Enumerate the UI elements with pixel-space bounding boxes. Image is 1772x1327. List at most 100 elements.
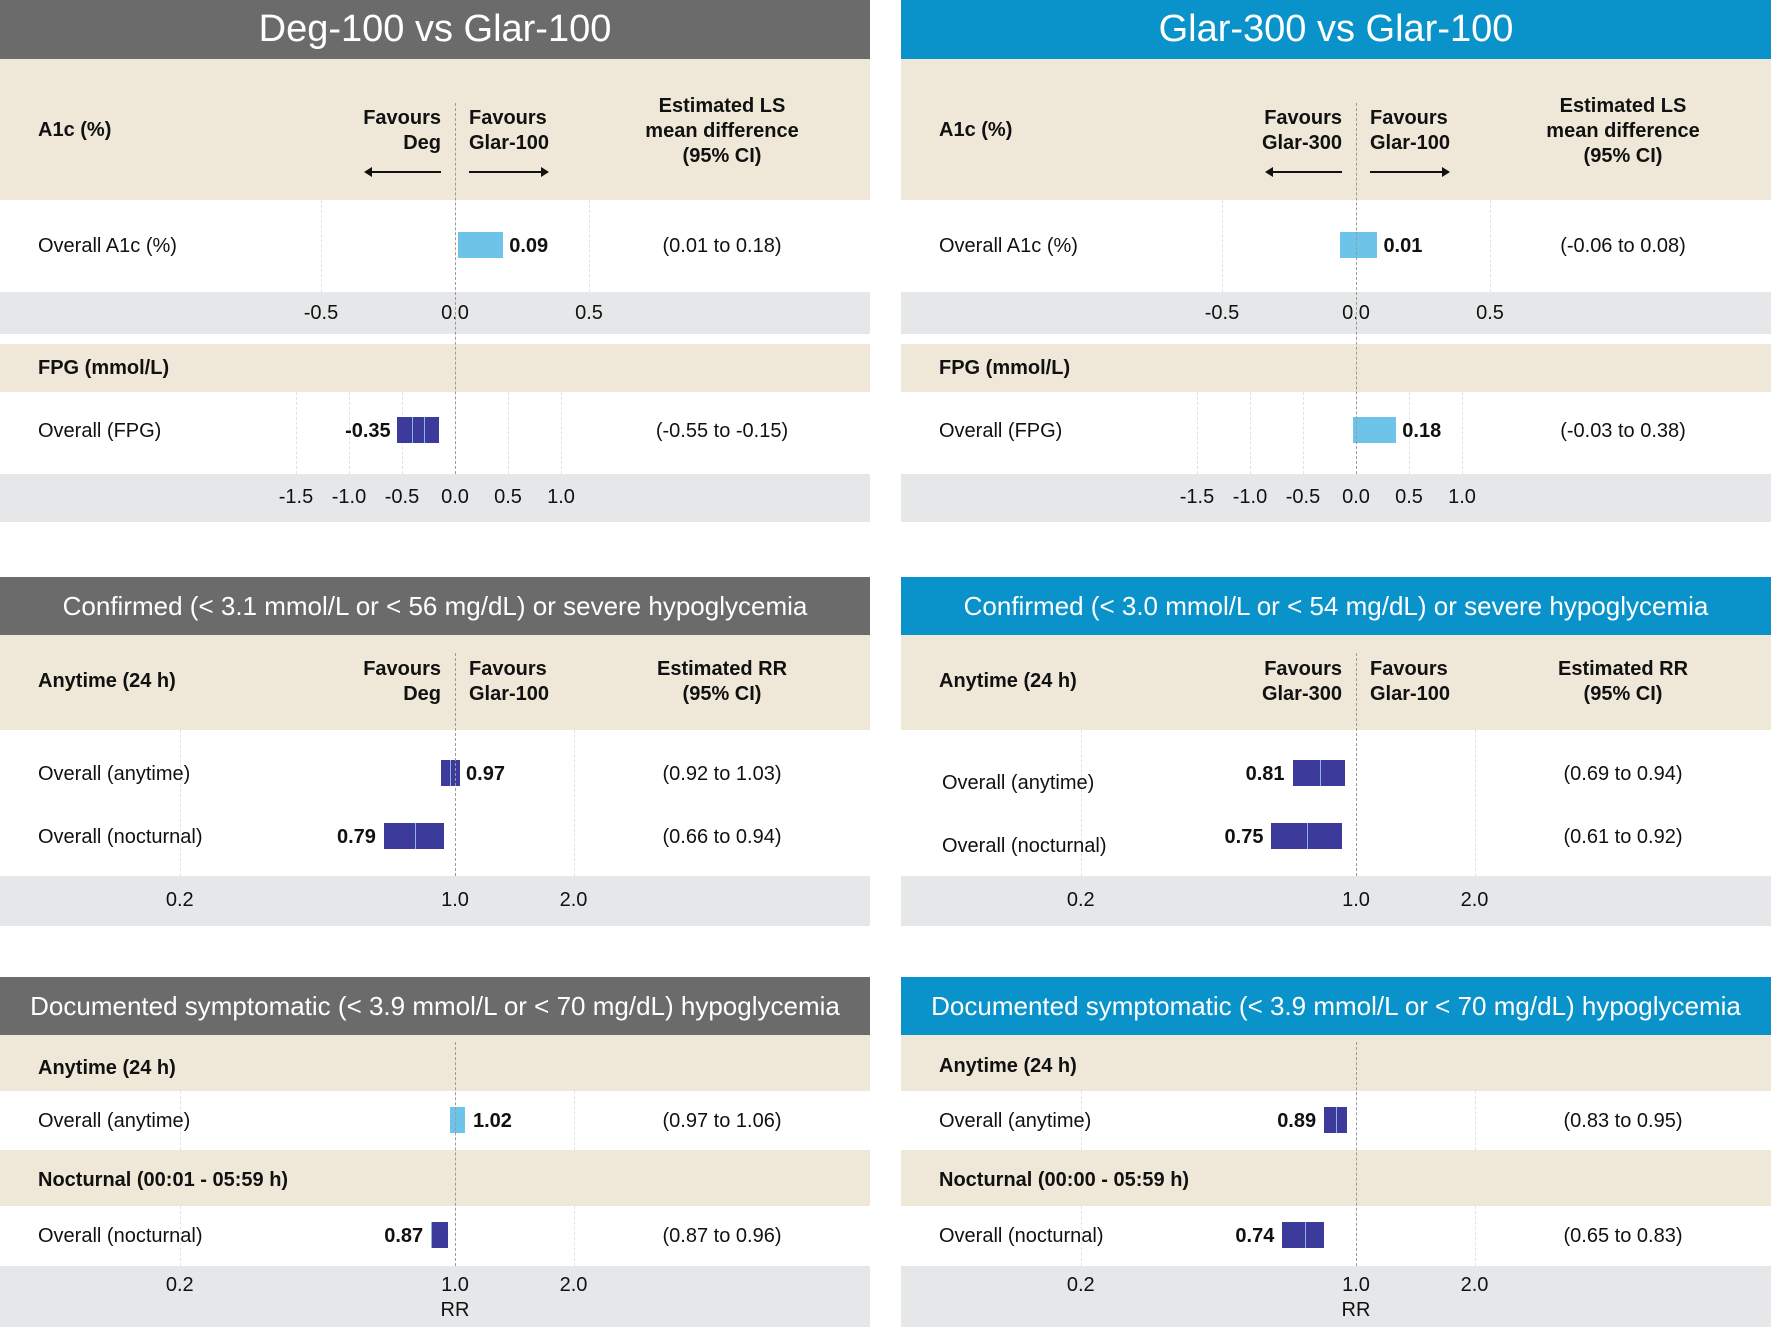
- anytime-section-label: Anytime (24 h): [939, 1055, 1077, 1077]
- fpg-section-label: FPG (mmol/L): [38, 357, 170, 379]
- estimate-header-line1: Estimated LS: [1559, 95, 1687, 117]
- favours-left-line1: Favours: [363, 107, 441, 129]
- favours-right-line1: Favours: [469, 658, 547, 680]
- axis-tick-label: 1.0: [547, 486, 575, 508]
- a1c-section-label: A1c (%): [38, 119, 112, 141]
- documented-hypoglycemia-title: Documented symptomatic (< 3.9 mmol/L or …: [901, 977, 1771, 1035]
- axis-tick-label: -1.5: [1179, 486, 1215, 508]
- gridline: [349, 392, 350, 474]
- axis-tick-label: -1.0: [331, 486, 367, 508]
- ci-text: (0.01 to 0.18): [662, 235, 782, 257]
- axis-tick-label: 0.2: [1066, 889, 1095, 911]
- favours-right-line1: Favours: [1370, 107, 1448, 129]
- value-label: 0.74: [1235, 1225, 1275, 1247]
- documented-hypoglycemia-title: Documented symptomatic (< 3.9 mmol/L or …: [0, 977, 870, 1035]
- gridline: [1474, 1206, 1476, 1266]
- row-label: Overall (nocturnal): [942, 835, 1107, 857]
- gridline: [573, 1091, 575, 1150]
- value-label: 0.79: [337, 826, 376, 848]
- axis-tick-label: -1.5: [278, 486, 314, 508]
- comparison-title: Glar-300 vs Glar-100: [901, 0, 1771, 59]
- favours-left-line1: Favours: [363, 658, 441, 680]
- favours-right-line1: Favours: [1370, 658, 1448, 680]
- a1c-axis-band: [901, 292, 1771, 334]
- favours-right-line1: Favours: [469, 107, 547, 129]
- a1c-axis-band: [0, 292, 870, 334]
- bar-overall-nocturnal-: [1271, 823, 1342, 849]
- axis-tick-label: 0.5: [575, 302, 603, 324]
- axis-tick-label: 0.2: [165, 1274, 194, 1296]
- value-label: 0.01: [1383, 235, 1423, 257]
- axis-tick-label: 2.0: [559, 1274, 588, 1296]
- bar-overall-fpg-divider: [423, 417, 425, 443]
- axis-tick-label: 0.5: [1476, 302, 1504, 324]
- estimate-header-line1: Estimated RR: [1557, 658, 1689, 680]
- reference-line: [455, 653, 456, 876]
- bar-overall-anytime--divider: [1319, 760, 1321, 786]
- favours-left-arrow: [1265, 167, 1342, 177]
- axis-tick-label: 0.2: [1066, 1274, 1095, 1296]
- bar-doc-overall-nocturnal--divider: [1304, 1222, 1306, 1248]
- axis-tick-label: 1.0: [441, 1274, 469, 1296]
- a1c-section-label: A1c (%): [939, 119, 1013, 141]
- bar-overall-a1c: [1339, 232, 1378, 258]
- bar-overall-fpg: [396, 417, 440, 443]
- estimate-header-line2: (95% CI): [1583, 683, 1663, 705]
- gridline: [321, 200, 322, 292]
- axis-tick-label: 0.2: [165, 889, 194, 911]
- x-axis-label: RR: [440, 1299, 470, 1321]
- ci-text: (0.83 to 0.95): [1563, 1110, 1683, 1132]
- gridline: [1474, 730, 1476, 876]
- favours-right-line2: Glar-100: [1370, 132, 1451, 154]
- confirmed-header-band: [0, 635, 870, 730]
- confirmed-axis-band: [901, 876, 1771, 926]
- gridline: [1250, 392, 1251, 474]
- value-label: 0.89: [1277, 1110, 1317, 1132]
- ci-text: (-0.06 to 0.08): [1560, 235, 1686, 257]
- value-label: 0.18: [1402, 420, 1442, 442]
- axis-tick-label: -0.5: [303, 302, 339, 324]
- bar-overall-a1c: [457, 232, 504, 258]
- gridline: [1197, 392, 1198, 474]
- axis-tick-label: 2.0: [1460, 1274, 1489, 1296]
- bar-overall-anytime-: [1292, 760, 1346, 786]
- confirmed-hypoglycemia-title: Confirmed (< 3.0 mmol/L or < 54 mg/dL) o…: [901, 577, 1771, 635]
- reference-line: [455, 103, 456, 474]
- axis-tick-label: 1.0: [1342, 889, 1370, 911]
- bar-overall-fpg-divider: [411, 417, 413, 443]
- gridline: [1080, 1091, 1082, 1150]
- bar-overall-nocturnal--divider: [414, 823, 416, 849]
- bar-doc-overall-anytime-: [1324, 1107, 1348, 1133]
- bar-overall-fpg: [1352, 417, 1397, 443]
- column-right: Glar-300 vs Glar-100 A1c (%) Favours Glar-3…: [901, 0, 1771, 1327]
- gridline: [573, 1206, 575, 1266]
- row-label: Overall A1c (%): [939, 235, 1078, 257]
- gridline: [1222, 200, 1223, 292]
- ci-text: (0.61 to 0.92): [1563, 826, 1683, 848]
- estimate-header-line2: (95% CI): [682, 683, 762, 705]
- favours-left-line2: Deg: [403, 132, 441, 154]
- gridline: [1080, 730, 1082, 876]
- nocturnal-section-label: Nocturnal (00:01 - 05:59 h): [38, 1169, 289, 1191]
- gridline: [1490, 200, 1491, 292]
- favours-left-arrow: [364, 167, 441, 177]
- reference-line: [1356, 1042, 1357, 1266]
- favours-right-line2: Glar-100: [469, 683, 550, 705]
- confirmed-section-label: Anytime (24 h): [939, 670, 1077, 692]
- bar-doc-overall-nocturnal-: [431, 1222, 448, 1248]
- row-label: Overall (anytime): [38, 763, 191, 785]
- bar-doc-overall-nocturnal-: [1282, 1222, 1325, 1248]
- bar-doc-overall-anytime-: [449, 1107, 465, 1133]
- fpg-header-band: [901, 344, 1771, 392]
- axis-tick-label: 1.0: [441, 889, 469, 911]
- a1c-header-band: [901, 59, 1771, 200]
- gridline: [561, 392, 562, 474]
- axis-tick-label: 0.0: [441, 486, 469, 508]
- axis-tick-label: 0.5: [1395, 486, 1423, 508]
- axis-tick-label: 2.0: [1460, 889, 1489, 911]
- value-label: 1.02: [472, 1110, 512, 1132]
- estimate-header-line1: Estimated RR: [656, 658, 788, 680]
- bar-doc-overall-nocturnal--divider: [431, 1222, 433, 1248]
- axis-tick-label: -1.0: [1232, 486, 1268, 508]
- estimate-header-line3: (95% CI): [682, 145, 762, 167]
